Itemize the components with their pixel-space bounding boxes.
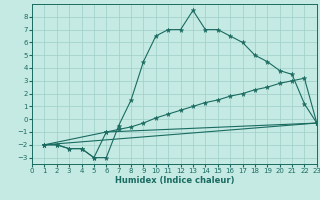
X-axis label: Humidex (Indice chaleur): Humidex (Indice chaleur): [115, 176, 234, 185]
